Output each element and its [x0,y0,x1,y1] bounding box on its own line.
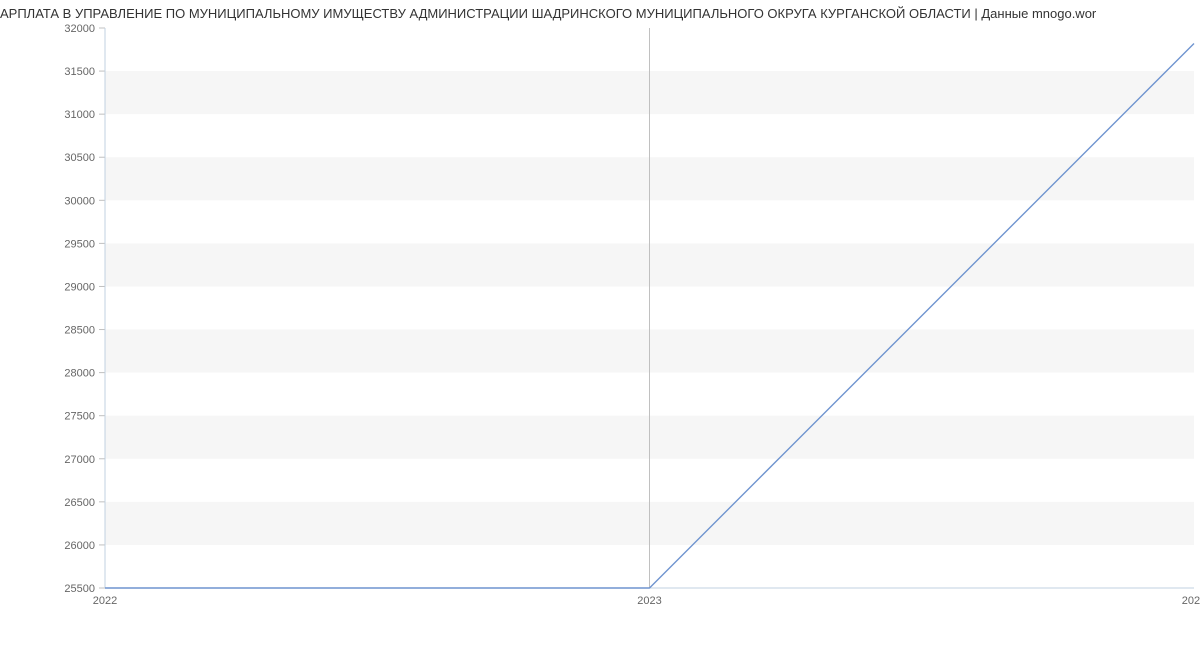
y-tick-label: 26500 [64,497,95,509]
y-tick-label: 27500 [64,411,95,423]
y-tick-label: 27000 [64,454,95,466]
line-chart: 25500 26000 26500 27000 27500 28000 28500 29000… [0,0,1200,650]
y-tick-label: 28500 [64,325,95,337]
chart-container: АРПЛАТА В УПРАВЛЕНИЕ ПО МУНИЦИПАЛЬНОМУ И… [0,0,1200,650]
y-tick-label: 25500 [64,583,95,595]
x-tick-label: 2022 [93,595,117,607]
y-tick-label: 28000 [64,368,95,380]
x-tick-label: 2024 [1182,595,1200,607]
y-tick-label: 30500 [64,152,95,164]
y-tick-label: 31500 [64,66,95,78]
y-tick-label: 29500 [64,238,95,250]
y-tick-label: 30000 [64,195,95,207]
y-tick-label: 31000 [64,109,95,121]
x-tick-label: 2023 [637,595,661,607]
y-tick-label: 26000 [64,540,95,552]
y-tick-label: 32000 [64,23,95,35]
y-tick-label: 29000 [64,281,95,293]
